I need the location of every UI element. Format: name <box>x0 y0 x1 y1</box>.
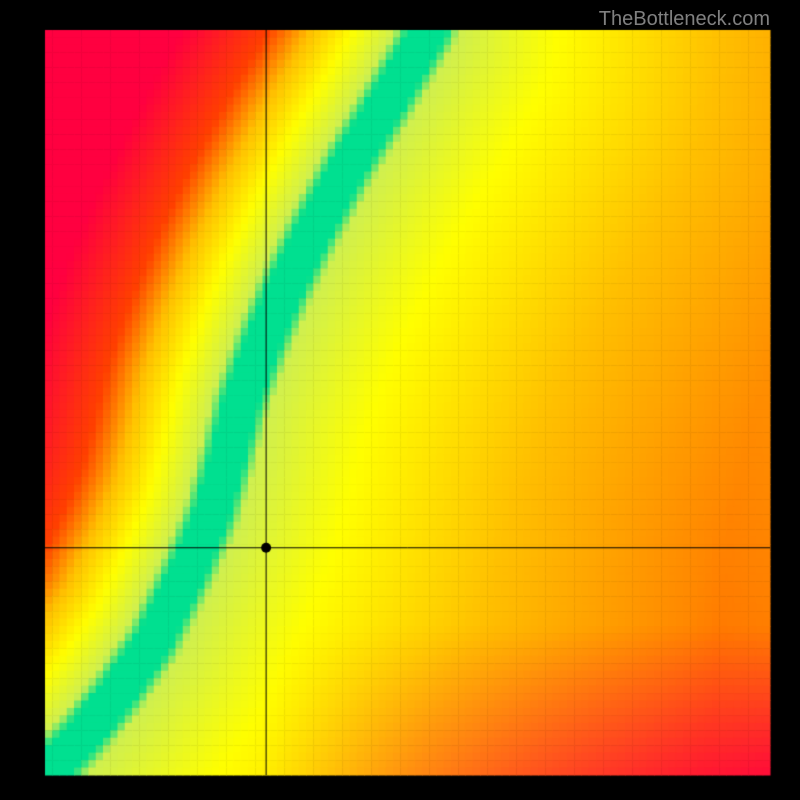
attribution-text: TheBottleneck.com <box>599 8 770 31</box>
bottleneck-heatmap <box>0 0 800 800</box>
